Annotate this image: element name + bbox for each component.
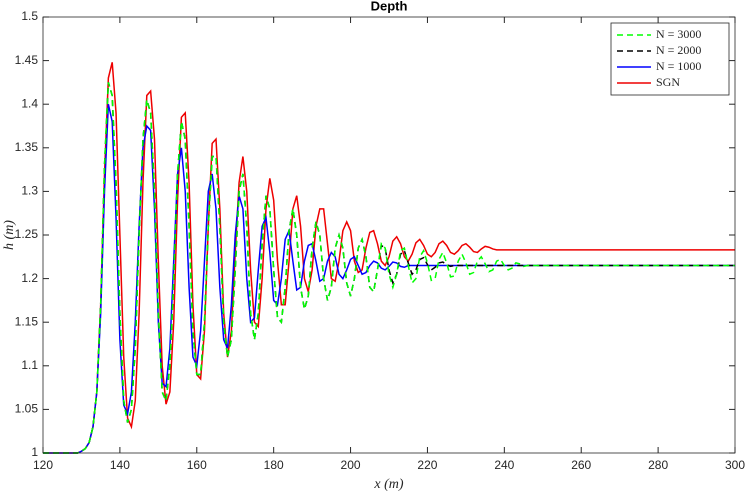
y-tick-label: 1 bbox=[31, 445, 38, 459]
legend-label: N = 3000 bbox=[656, 27, 701, 41]
y-tick-label: 1.25 bbox=[15, 227, 39, 241]
x-tick-label: 220 bbox=[417, 458, 437, 472]
legend-label: N = 1000 bbox=[656, 59, 701, 73]
y-tick-label: 1.05 bbox=[15, 402, 39, 416]
x-tick-label: 160 bbox=[187, 458, 207, 472]
y-tick-label: 1.2 bbox=[21, 271, 38, 285]
plot-frame bbox=[42, 16, 736, 454]
chart-title: Depth bbox=[371, 0, 408, 13]
x-tick-label: 280 bbox=[648, 458, 668, 472]
x-tick-label: 140 bbox=[110, 458, 130, 472]
y-tick-label: 1.1 bbox=[21, 358, 38, 372]
y-tick-label: 1.4 bbox=[21, 96, 38, 110]
y-tick-label: 1.45 bbox=[15, 53, 39, 67]
legend-label: N = 2000 bbox=[656, 43, 701, 57]
x-tick-label: 200 bbox=[341, 458, 361, 472]
x-tick-label: 240 bbox=[494, 458, 514, 472]
series-line bbox=[43, 62, 735, 454]
y-tick-label: 1.15 bbox=[15, 314, 39, 328]
legend-label: SGN bbox=[656, 75, 680, 89]
y-tick-label: 1.3 bbox=[21, 184, 38, 198]
x-tick-label: 180 bbox=[264, 458, 284, 472]
x-tick-label: 260 bbox=[571, 458, 591, 472]
y-tick-label: 1.5 bbox=[21, 9, 38, 23]
x-tick-label: 120 bbox=[33, 458, 53, 472]
y-axis-label: h (m) bbox=[2, 220, 17, 250]
x-tick-label: 300 bbox=[725, 458, 745, 472]
x-axis-label: x (m) bbox=[373, 477, 403, 492]
series-line bbox=[43, 82, 735, 454]
y-tick-label: 1.35 bbox=[15, 140, 39, 154]
